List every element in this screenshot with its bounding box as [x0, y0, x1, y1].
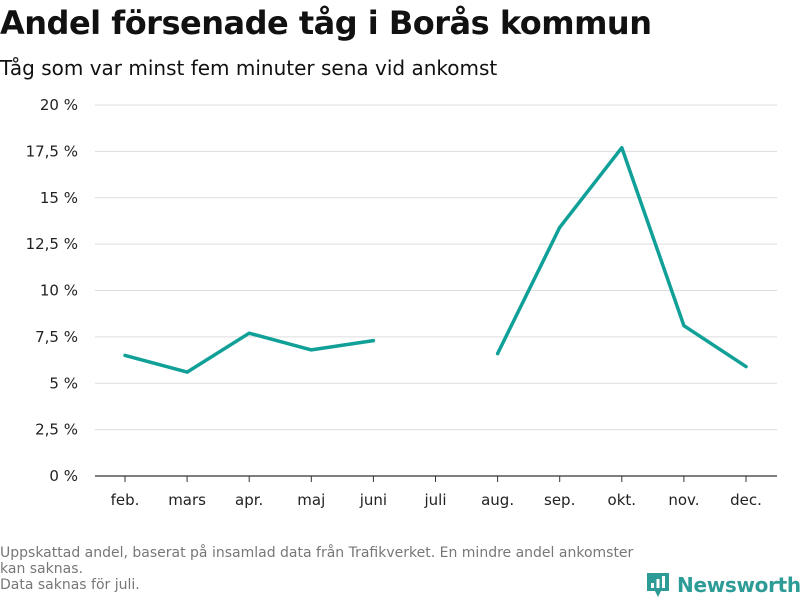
chart-footnote: Uppskattad andel, baserat på insamlad da… [0, 545, 640, 593]
x-tick-label: juli [423, 491, 446, 509]
x-axis: feb. mars apr. maj juni juli aug. sep. okt. nov. d… [95, 475, 777, 509]
series-lines [123, 145, 748, 374]
x-tick-label: feb. [111, 491, 140, 509]
data-point [123, 353, 127, 358]
y-tick-label: 7,5 % [35, 328, 78, 346]
y-tick-label: 12,5 % [26, 235, 78, 253]
chart-title: Andel försenade tåg i Borås kommun [0, 4, 652, 42]
y-tick-label: 20 % [40, 96, 78, 114]
data-point [744, 364, 748, 369]
x-tick-label: aug. [481, 491, 514, 509]
x-tick-label: mars [168, 491, 206, 509]
series-line-segment [123, 331, 376, 374]
x-tick-label: juni [359, 491, 387, 509]
x-tick-label: sep. [544, 491, 575, 509]
y-tick-label: 10 % [40, 282, 78, 300]
chart-subtitle: Tåg som var minst fem minuter sena vid a… [0, 56, 498, 80]
y-tick-label: 2,5 % [35, 421, 78, 439]
y-tick-label: 0 % [49, 467, 78, 485]
y-tick-label: 15 % [40, 189, 78, 207]
y-axis-ticks: 0 % 2,5 % 5 % 7,5 % 10 % 12,5 % 15 % 17,5 % 20 % [26, 96, 78, 485]
x-tick-label: dec. [730, 491, 762, 509]
x-tick-label: okt. [608, 491, 637, 509]
footnote-missing-data: Data saknas för juli. [0, 577, 140, 593]
y-tick-label: 17,5 % [26, 142, 78, 160]
data-point [558, 225, 562, 230]
gridlines [95, 104, 777, 431]
data-point [309, 348, 313, 352]
x-tick-label: apr. [235, 491, 263, 509]
data-point [371, 338, 375, 343]
data-point [247, 331, 251, 335]
data-point [185, 370, 189, 374]
series-line-segment [495, 145, 748, 369]
line-chart: 0 % 2,5 % 5 % 7,5 % 10 % 12,5 % 15 % 17,5 % 20 %… [26, 96, 777, 509]
newsworthy-logo: Newsworthy [645, 570, 800, 600]
newsworthy-logo-icon [647, 573, 669, 597]
data-point [620, 146, 624, 150]
newsworthy-logo-text: Newsworthy [677, 573, 800, 597]
footnote-source: Uppskattad andel, baserat på insamlad da… [0, 545, 634, 577]
y-tick-label: 5 % [49, 374, 78, 392]
x-tick-label: maj [297, 491, 325, 509]
data-point [682, 324, 686, 328]
x-tick-label: nov. [668, 491, 699, 509]
data-point [496, 351, 500, 356]
